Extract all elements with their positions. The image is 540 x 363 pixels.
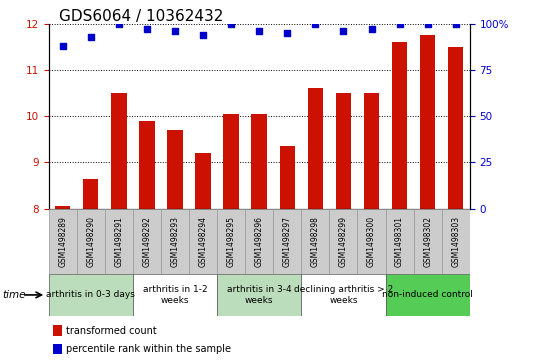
Bar (77, 209, 105, 274)
Text: GSM1498303: GSM1498303 (451, 216, 460, 267)
Text: GSM1498299: GSM1498299 (339, 216, 348, 267)
Bar (420, 35, 435, 209)
Bar (280, 146, 295, 209)
Text: non-induced control: non-induced control (382, 290, 473, 299)
Point (199, 32, 207, 38)
Bar (133, 209, 161, 274)
Point (451, 21, 460, 26)
Bar (386, 209, 414, 274)
Text: time: time (3, 290, 26, 300)
Bar (442, 209, 470, 274)
Point (58, 43, 67, 49)
Bar (217, 274, 301, 316)
Point (339, 28, 348, 34)
Bar (336, 93, 351, 209)
Text: transformed count: transformed count (66, 326, 157, 336)
Point (171, 28, 179, 34)
Text: GSM1498291: GSM1498291 (114, 216, 123, 267)
Bar (105, 209, 133, 274)
Bar (111, 93, 126, 209)
Bar (301, 274, 386, 316)
Bar (392, 42, 407, 209)
Bar (301, 209, 329, 274)
Bar (49, 209, 77, 274)
Text: GSM1498295: GSM1498295 (227, 216, 235, 267)
Text: GDS6064 / 10362432: GDS6064 / 10362432 (59, 9, 224, 24)
Bar (357, 209, 386, 274)
Text: GSM1498298: GSM1498298 (311, 216, 320, 267)
Text: GSM1498302: GSM1498302 (423, 216, 432, 267)
Bar (189, 209, 217, 274)
Bar (364, 93, 379, 209)
Point (367, 26, 376, 32)
Point (227, 21, 235, 26)
Bar (55, 207, 70, 209)
Bar (252, 114, 267, 209)
Bar (224, 114, 239, 209)
Bar (161, 209, 189, 274)
Point (423, 21, 432, 26)
Bar (83, 179, 98, 209)
Point (86, 34, 95, 40)
Text: arthritis in 1-2
weeks: arthritis in 1-2 weeks (143, 285, 207, 305)
Text: GSM1498294: GSM1498294 (199, 216, 207, 267)
Bar (308, 88, 323, 209)
Text: GSM1498300: GSM1498300 (367, 216, 376, 267)
Text: arthritis in 3-4
weeks: arthritis in 3-4 weeks (227, 285, 292, 305)
Bar (329, 209, 357, 274)
Bar (245, 209, 273, 274)
Bar (217, 209, 245, 274)
Bar (414, 209, 442, 274)
Text: percentile rank within the sample: percentile rank within the sample (66, 344, 231, 354)
Text: GSM1498301: GSM1498301 (395, 216, 404, 267)
Point (311, 21, 320, 26)
Point (395, 21, 404, 26)
Text: GSM1498293: GSM1498293 (171, 216, 179, 267)
Text: arthritis in 0-3 days: arthritis in 0-3 days (46, 290, 135, 299)
Bar (139, 121, 154, 209)
Bar (49, 274, 133, 316)
Text: GSM1498296: GSM1498296 (255, 216, 264, 267)
Text: GSM1498297: GSM1498297 (283, 216, 292, 267)
Point (255, 28, 264, 34)
Bar (53, 325, 62, 336)
Point (114, 21, 123, 26)
Bar (448, 47, 463, 209)
Bar (167, 130, 183, 209)
Text: GSM1498289: GSM1498289 (58, 216, 67, 267)
Bar (53, 344, 62, 354)
Bar (273, 209, 301, 274)
Text: GSM1498290: GSM1498290 (86, 216, 95, 267)
Point (283, 30, 292, 36)
Point (143, 26, 151, 32)
Bar (386, 274, 470, 316)
Bar (195, 153, 211, 209)
Text: declining arthritis > 2
weeks: declining arthritis > 2 weeks (294, 285, 393, 305)
Bar (133, 274, 217, 316)
Text: GSM1498292: GSM1498292 (143, 216, 151, 267)
